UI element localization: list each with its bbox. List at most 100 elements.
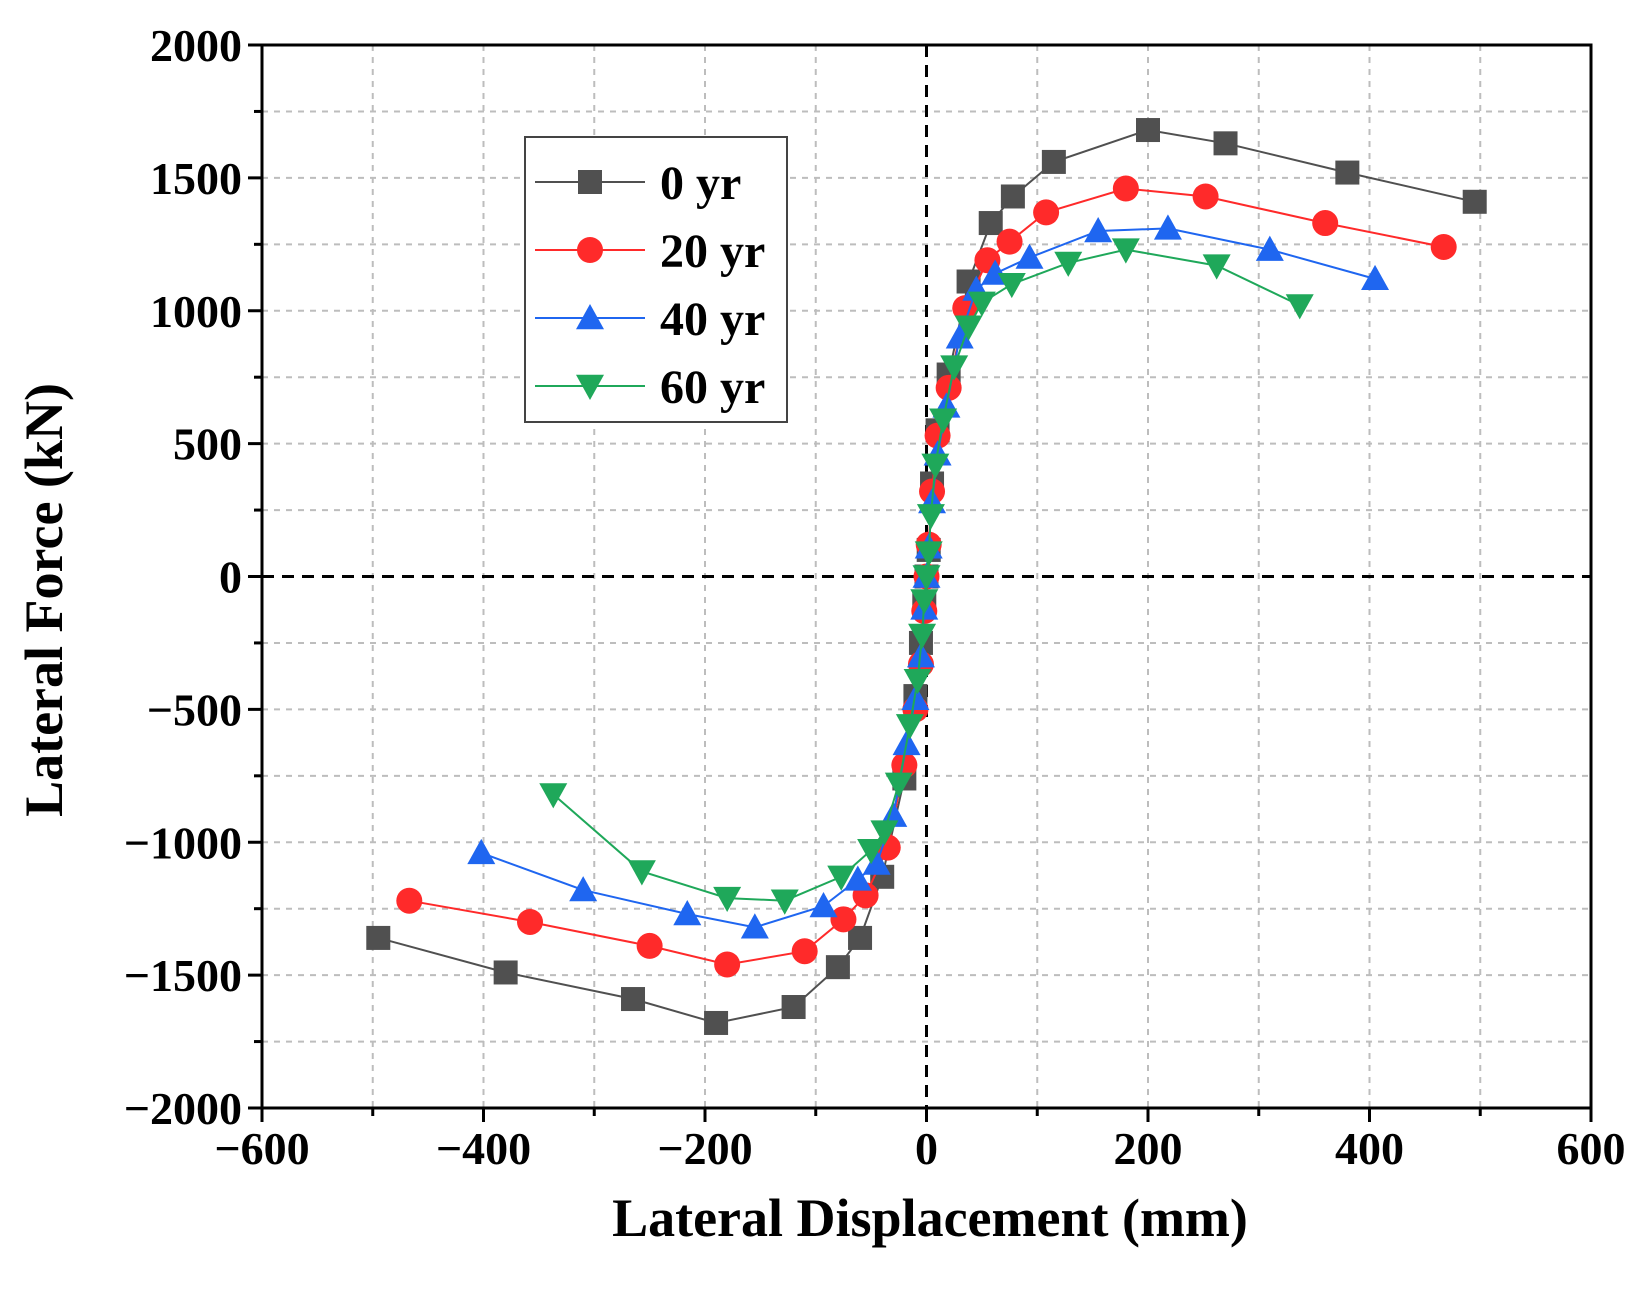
y-tick-label: −500 xyxy=(147,684,242,735)
data-point xyxy=(366,925,391,950)
data-point xyxy=(1153,214,1182,240)
data-point xyxy=(870,820,899,846)
data-point xyxy=(929,408,958,434)
data-point xyxy=(945,323,974,349)
data-point xyxy=(569,876,598,902)
legend-marker xyxy=(576,304,604,330)
tick-layer xyxy=(248,43,1593,1122)
x-tick-label: 400 xyxy=(1335,1123,1404,1174)
legend-entry: 60 yr xyxy=(535,361,765,414)
y-tick-label: 0 xyxy=(219,552,242,603)
data-point xyxy=(621,987,646,1012)
data-point xyxy=(809,892,838,918)
x-tick-label: −400 xyxy=(436,1123,531,1174)
data-point xyxy=(1361,264,1390,291)
y-tick-label: 2000 xyxy=(150,20,242,71)
data-point xyxy=(493,960,518,985)
data-point xyxy=(539,783,568,809)
data-point xyxy=(467,838,496,865)
data-point xyxy=(396,887,423,914)
data-point xyxy=(967,291,996,317)
legend-label: 60 yr xyxy=(660,361,765,414)
data-point xyxy=(848,925,873,950)
data-point xyxy=(1112,175,1139,202)
series-layer xyxy=(366,118,1487,1035)
data-point xyxy=(673,900,702,926)
data-point xyxy=(940,355,969,381)
data-point xyxy=(827,865,856,891)
data-point xyxy=(636,932,663,959)
data-point xyxy=(627,860,656,886)
data-point xyxy=(1136,118,1160,143)
data-point xyxy=(1000,184,1025,209)
data-point xyxy=(1255,235,1284,261)
legend-box xyxy=(524,136,788,423)
data-point xyxy=(910,589,939,615)
data-point xyxy=(921,453,950,479)
y-tick-label: −1000 xyxy=(124,817,242,868)
data-point xyxy=(996,228,1023,255)
data-point xyxy=(914,541,943,567)
legend-label: 40 yr xyxy=(660,293,765,346)
data-point xyxy=(781,995,806,1020)
data-point xyxy=(791,938,818,965)
x-axis-title: Lateral Displacement (mm) xyxy=(612,1188,1248,1248)
legend-label: 0 yr xyxy=(660,157,741,210)
data-point xyxy=(997,272,1026,299)
data-point xyxy=(935,374,962,401)
data-point xyxy=(1335,160,1360,185)
data-point xyxy=(825,955,850,980)
data-point xyxy=(1111,238,1140,264)
y-tick-label: 1000 xyxy=(150,286,242,337)
legend: 0 yr 20 yr 40 yr 60 yr xyxy=(524,136,788,423)
y-axis-title: Lateral Force (kN) xyxy=(14,383,74,817)
legend-marker xyxy=(577,237,603,263)
data-point xyxy=(978,211,1003,236)
data-point xyxy=(740,913,769,939)
data-point xyxy=(895,714,924,740)
data-point xyxy=(912,565,941,591)
y-tick-label: 500 xyxy=(173,419,242,470)
legend-entry: 20 yr xyxy=(535,225,765,278)
data-point xyxy=(1285,294,1314,320)
x-tick-label: 600 xyxy=(1557,1123,1626,1174)
data-point xyxy=(908,623,937,649)
data-point xyxy=(517,908,544,935)
data-point xyxy=(1213,131,1238,156)
data-point xyxy=(891,752,918,779)
data-point xyxy=(1084,217,1113,243)
legend-marker xyxy=(576,374,604,400)
legend-entry: 40 yr xyxy=(535,293,765,346)
data-point xyxy=(843,865,872,891)
data-point xyxy=(1462,189,1487,214)
x-tick-label: −600 xyxy=(214,1123,309,1174)
legend-entry: 0 yr xyxy=(535,157,741,210)
data-point xyxy=(1312,210,1339,237)
series-60-yr xyxy=(539,238,1314,915)
y-tick-label: −2000 xyxy=(124,1083,242,1134)
data-point xyxy=(1041,149,1066,174)
tick-labels: −600 −400 −200 0 200 400 600−2000−1500−1000−50… xyxy=(124,20,1626,1174)
data-point xyxy=(857,839,886,865)
data-point xyxy=(1015,243,1044,269)
y-tick-label: 1500 xyxy=(150,153,242,204)
x-tick-label: 200 xyxy=(1114,1123,1183,1174)
data-point xyxy=(1430,233,1457,260)
data-point xyxy=(770,889,799,915)
data-point xyxy=(713,886,742,913)
data-point xyxy=(830,906,857,933)
x-tick-label: 0 xyxy=(915,1123,938,1174)
legend-marker xyxy=(578,170,602,194)
data-point xyxy=(954,315,983,341)
data-point xyxy=(916,504,945,530)
data-point xyxy=(1192,183,1219,210)
data-point xyxy=(714,951,741,978)
legend-label: 20 yr xyxy=(660,225,765,278)
x-tick-label: −200 xyxy=(657,1123,752,1174)
data-point xyxy=(884,772,913,798)
data-point xyxy=(1033,199,1060,226)
data-point xyxy=(903,668,932,695)
data-point xyxy=(1054,251,1083,277)
